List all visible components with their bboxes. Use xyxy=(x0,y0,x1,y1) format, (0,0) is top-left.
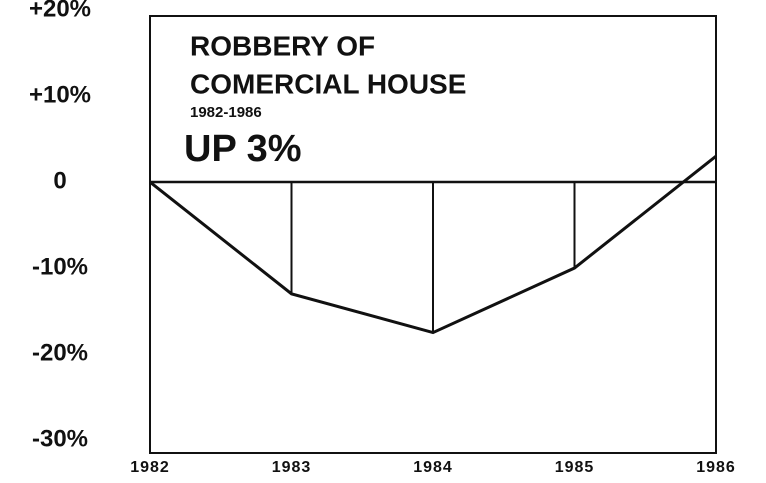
y-tick-label: +10% xyxy=(29,81,91,108)
chart-title-line: COMERCIAL HOUSE xyxy=(190,68,466,99)
data-line xyxy=(149,155,717,335)
plot-frame xyxy=(149,15,717,454)
y-tick-label: -30% xyxy=(32,425,88,452)
annotation: UP 3% xyxy=(184,128,302,170)
y-tick-label: 0 xyxy=(53,167,66,194)
chart-subtitle: 1982-1986 xyxy=(190,104,262,121)
x-tick-label: 1984 xyxy=(413,459,453,476)
y-tick-label: -20% xyxy=(32,339,88,366)
x-tick-label: 1985 xyxy=(555,459,595,476)
x-tick-label: 1986 xyxy=(696,459,736,476)
chart-title-line: ROBBERY OF xyxy=(190,30,375,61)
y-tick-label: +20% xyxy=(29,0,91,22)
x-tick-label: 1982 xyxy=(130,459,170,476)
x-tick-label: 1983 xyxy=(272,459,312,476)
y-tick-label: -10% xyxy=(32,253,88,280)
